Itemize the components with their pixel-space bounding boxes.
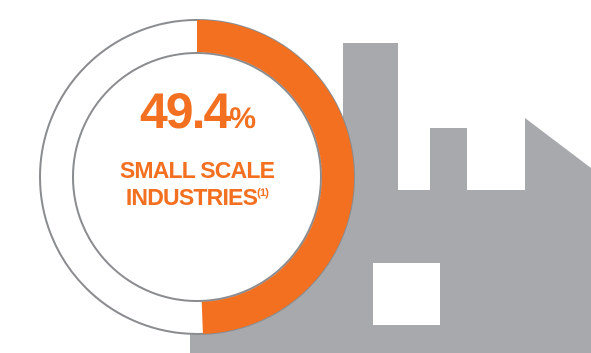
donut-arc	[197, 19, 355, 334]
value: 49.4	[140, 83, 232, 139]
label-line-2: INDUSTRIES(1)	[126, 184, 269, 210]
label-line: INDUSTRIES	[126, 184, 258, 210]
donut-inner	[72, 52, 322, 302]
factory-window	[373, 263, 440, 325]
label-line: SMALL SCALE	[120, 157, 275, 183]
value-text: 49.4%	[140, 83, 255, 139]
donut-arc-layer	[197, 19, 355, 334]
footnote-marker: (1)	[257, 187, 269, 199]
unit: %	[229, 102, 255, 135]
